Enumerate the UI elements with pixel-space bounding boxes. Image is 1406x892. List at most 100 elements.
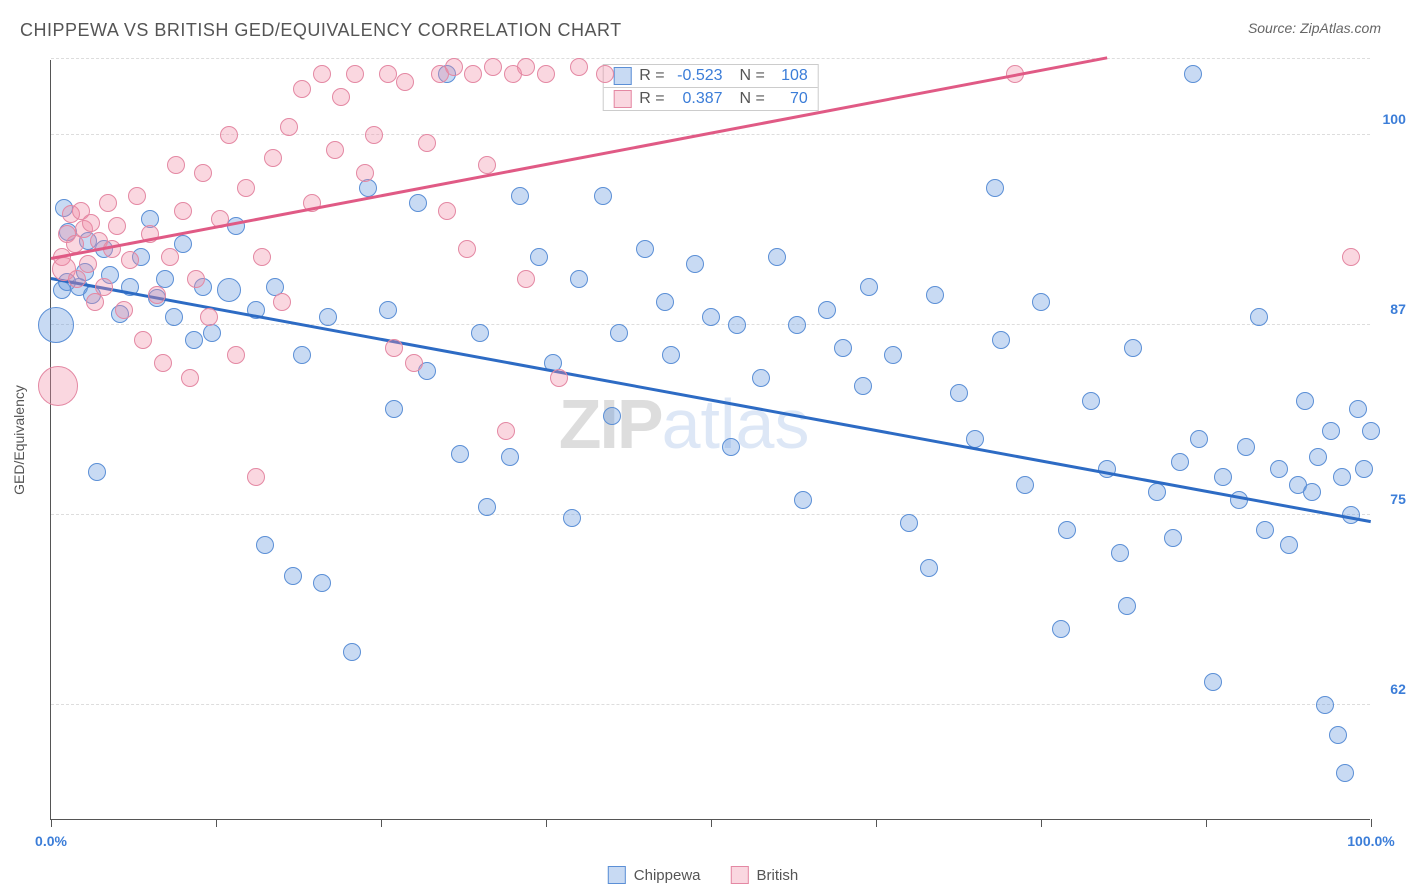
scatter-point <box>834 339 852 357</box>
scatter-point <box>38 366 78 406</box>
scatter-point <box>405 354 423 372</box>
bottom-legend-item: British <box>731 866 799 884</box>
scatter-point <box>280 118 298 136</box>
scatter-point <box>1316 696 1334 714</box>
scatter-point <box>418 134 436 152</box>
scatter-point <box>108 217 126 235</box>
scatter-point <box>860 278 878 296</box>
stat-n-value: 108 <box>773 67 808 85</box>
plot-area: GED/Equivalency ZIPatlas R =-0.523 N =10… <box>50 60 1370 820</box>
x-tick <box>546 819 547 827</box>
x-tick-label: 100.0% <box>1347 833 1394 849</box>
scatter-point <box>451 445 469 463</box>
scatter-point <box>128 187 146 205</box>
stat-n-label: N = <box>731 67 765 85</box>
scatter-point <box>385 400 403 418</box>
y-tick-label: 75.0% <box>1390 491 1406 507</box>
gridline <box>51 58 1370 59</box>
scatter-point <box>686 255 704 273</box>
scatter-point <box>385 339 403 357</box>
x-tick <box>1371 819 1372 827</box>
scatter-point <box>570 270 588 288</box>
scatter-point <box>1058 521 1076 539</box>
scatter-point <box>253 248 271 266</box>
bottom-legend: ChippewaBritish <box>608 866 798 884</box>
scatter-point <box>497 422 515 440</box>
scatter-point <box>530 248 548 266</box>
scatter-point <box>1032 293 1050 311</box>
x-tick <box>1206 819 1207 827</box>
scatter-point <box>728 316 746 334</box>
scatter-point <box>1082 392 1100 410</box>
legend-stats-row: R =-0.523 N =108 <box>603 65 818 87</box>
x-tick <box>216 819 217 827</box>
scatter-point <box>517 58 535 76</box>
scatter-point <box>1190 430 1208 448</box>
scatter-point <box>900 514 918 532</box>
legend-stats-row: R =0.387 N =70 <box>603 87 818 110</box>
x-tick <box>381 819 382 827</box>
scatter-point <box>501 448 519 466</box>
stat-r-label: R = <box>639 67 664 85</box>
stat-r-label: R = <box>639 90 664 108</box>
scatter-point <box>1148 483 1166 501</box>
scatter-point <box>884 346 902 364</box>
scatter-point <box>185 331 203 349</box>
scatter-point <box>379 65 397 83</box>
scatter-point <box>1016 476 1034 494</box>
scatter-point <box>343 643 361 661</box>
scatter-point <box>1342 248 1360 266</box>
scatter-point <box>1355 460 1373 478</box>
scatter-point <box>1184 65 1202 83</box>
scatter-point <box>1118 597 1136 615</box>
scatter-point <box>332 88 350 106</box>
scatter-point <box>134 331 152 349</box>
x-tick-label: 0.0% <box>35 833 67 849</box>
scatter-point <box>38 307 74 343</box>
scatter-point <box>86 293 104 311</box>
scatter-point <box>926 286 944 304</box>
scatter-point <box>68 270 86 288</box>
scatter-point <box>1164 529 1182 547</box>
scatter-point <box>217 278 241 302</box>
stat-r-value: 0.387 <box>673 90 723 108</box>
scatter-point <box>409 194 427 212</box>
scatter-point <box>1237 438 1255 456</box>
scatter-point <box>365 126 383 144</box>
scatter-point <box>1303 483 1321 501</box>
scatter-point <box>1256 521 1274 539</box>
scatter-point <box>594 187 612 205</box>
scatter-point <box>319 308 337 326</box>
scatter-point <box>284 567 302 585</box>
y-tick-label: 87.5% <box>1390 301 1406 317</box>
scatter-point <box>346 65 364 83</box>
scatter-point <box>986 179 1004 197</box>
scatter-point <box>174 202 192 220</box>
scatter-point <box>1333 468 1351 486</box>
scatter-point <box>379 301 397 319</box>
scatter-point <box>563 509 581 527</box>
legend-swatch <box>613 67 631 85</box>
scatter-point <box>794 491 812 509</box>
scatter-point <box>1329 726 1347 744</box>
scatter-point <box>79 255 97 273</box>
scatter-point <box>1296 392 1314 410</box>
scatter-point <box>458 240 476 258</box>
legend-label: British <box>757 867 799 884</box>
regression-line <box>51 57 1107 260</box>
scatter-point <box>818 301 836 319</box>
scatter-point <box>722 438 740 456</box>
scatter-point <box>1124 339 1142 357</box>
scatter-point <box>1280 536 1298 554</box>
y-axis-title: GED/Equivalency <box>11 385 27 495</box>
x-tick <box>51 819 52 827</box>
scatter-point <box>656 293 674 311</box>
scatter-point <box>1204 673 1222 691</box>
scatter-point <box>1349 400 1367 418</box>
scatter-point <box>264 149 282 167</box>
scatter-point <box>237 179 255 197</box>
scatter-point <box>1322 422 1340 440</box>
gridline <box>51 514 1370 515</box>
scatter-point <box>227 346 245 364</box>
scatter-point <box>181 369 199 387</box>
